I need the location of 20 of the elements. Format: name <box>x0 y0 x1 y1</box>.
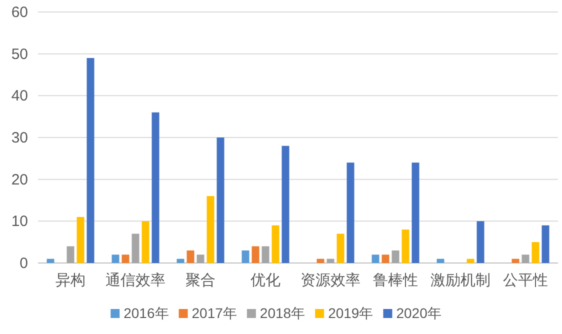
y-tick-label: 50 <box>11 46 28 63</box>
y-tick-label: 40 <box>11 88 28 105</box>
x-tick-label: 异构 <box>56 272 86 289</box>
legend-label: 2019年 <box>328 305 374 321</box>
x-tick-label: 公平性 <box>503 272 548 289</box>
y-tick-label: 0 <box>20 255 28 272</box>
x-tick-label: 资源效率 <box>300 272 360 289</box>
x-tick-label: 聚合 <box>186 272 216 289</box>
legend-label: 2017年 <box>192 305 237 321</box>
y-tick-label: 20 <box>11 171 28 188</box>
legend-label: 2016年 <box>124 305 169 321</box>
x-tick-label: 通信效率 <box>106 272 166 289</box>
y-tick-label: 10 <box>11 213 28 230</box>
x-tick-label: 鲁棒性 <box>373 272 418 289</box>
x-tick-label: 激励机制 <box>430 272 490 289</box>
x-tick-label: 优化 <box>250 272 280 289</box>
legend-label: 2020年 <box>396 305 442 321</box>
y-tick-label: 30 <box>11 130 28 146</box>
y-tick-label: 60 <box>11 4 28 21</box>
legend-label: 2018年 <box>260 305 306 321</box>
